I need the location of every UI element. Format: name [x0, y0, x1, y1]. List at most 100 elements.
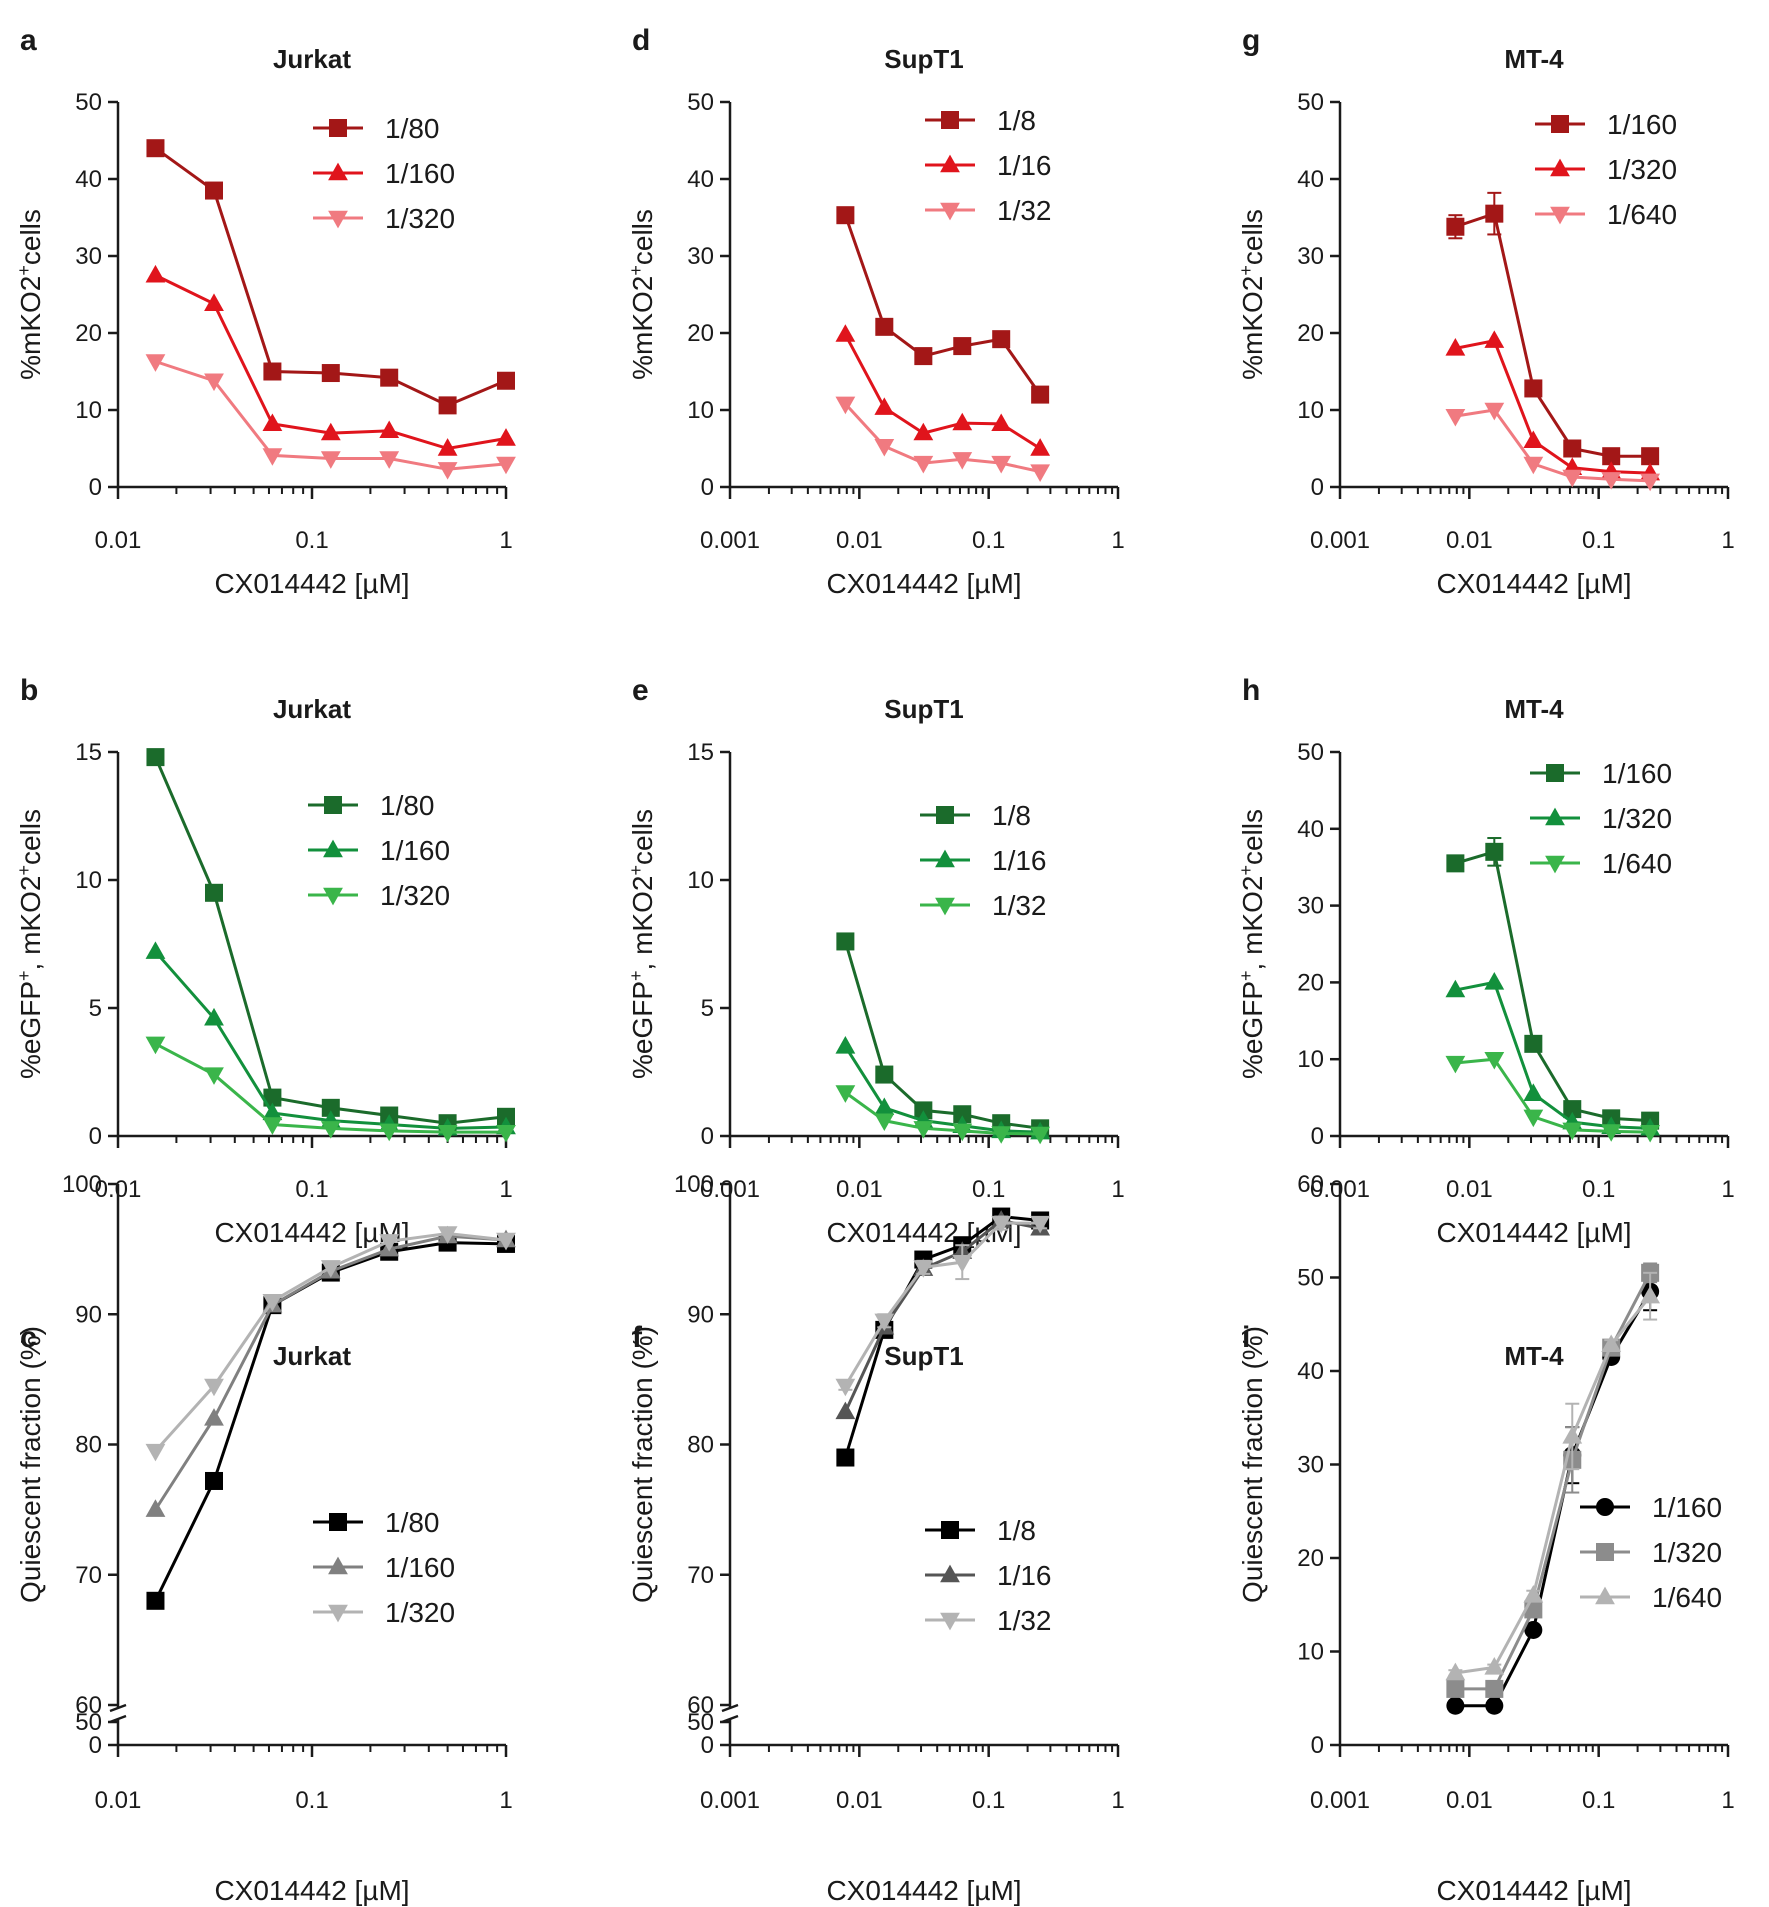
- panel-letter-a: a: [20, 24, 37, 57]
- y-axis-title-part: cells: [1237, 809, 1268, 865]
- data-point: [1030, 1215, 1051, 1234]
- data-point: [874, 397, 895, 415]
- legend-item: 1/160: [313, 1552, 455, 1583]
- data-point: [1485, 1696, 1504, 1715]
- y-axis-title-part: cells: [627, 809, 658, 865]
- data-point: [835, 1085, 856, 1103]
- data-point: [1445, 1662, 1466, 1681]
- y-axis-title-superscript: +: [626, 970, 646, 981]
- data-point: [263, 1088, 282, 1107]
- data-point: [1602, 447, 1621, 466]
- data-point: [835, 1401, 856, 1420]
- axis-break-mark: [721, 1703, 739, 1713]
- panel-title: MT-4: [1504, 44, 1564, 74]
- data-point: [1601, 1124, 1622, 1142]
- data-point: [205, 1471, 224, 1490]
- legend-label: 1/320: [1602, 803, 1672, 834]
- panel-title: Jurkat: [273, 694, 351, 724]
- data-point: [1030, 464, 1051, 482]
- legend-label: 1/16: [997, 150, 1052, 181]
- legend-marker: [941, 1521, 959, 1539]
- y-axis-title: Quiescent fraction (%): [15, 1326, 46, 1603]
- data-point: [145, 1499, 166, 1517]
- x-tick-label: 0.01: [836, 1787, 883, 1814]
- y-axis-title-superscript: +: [1236, 970, 1256, 981]
- panel-title: MT-4: [1504, 694, 1564, 724]
- data-point: [953, 337, 972, 356]
- data-point: [952, 412, 973, 431]
- x-tick-label: 0.001: [700, 1787, 760, 1814]
- series-1-160: [1446, 1271, 1660, 1715]
- series-1-320: [1445, 972, 1661, 1136]
- x-axis-title: CX014442 [µM]: [1436, 1217, 1631, 1248]
- data-point: [836, 206, 855, 225]
- data-point: [991, 455, 1012, 474]
- data-point: [1484, 1052, 1505, 1070]
- series-line: [1455, 338, 1651, 475]
- data-point: [145, 1036, 166, 1055]
- data-point: [1524, 379, 1543, 398]
- y-axis-title-superscript: +: [14, 865, 34, 876]
- y-axis-title-part: cells: [15, 809, 46, 865]
- panel-letter-h: h: [1242, 674, 1260, 707]
- y-tick-label: 10: [1297, 1046, 1324, 1073]
- legend-label: 1/160: [1602, 758, 1672, 789]
- legend: 1/160 1/320 1/640: [1580, 1492, 1722, 1613]
- y-tick-label: 0: [1311, 1123, 1324, 1150]
- x-tick-label: 0.1: [1582, 1176, 1615, 1203]
- legend-item: 1/160: [1580, 1492, 1722, 1523]
- legend-marker: [940, 1564, 960, 1583]
- y-tick-label: 0: [701, 1123, 714, 1150]
- y-tick-label: 30: [1297, 243, 1324, 270]
- series-line: [1455, 408, 1651, 483]
- x-tick-label: 0.1: [972, 527, 1005, 554]
- data-point: [913, 455, 934, 474]
- data-point: [204, 1408, 224, 1426]
- legend-marker: [1546, 764, 1564, 782]
- legend-label: 1/320: [380, 880, 450, 911]
- x-tick-label: 0.001: [1310, 527, 1370, 554]
- data-point: [914, 347, 933, 366]
- legend-marker: [1596, 1498, 1614, 1516]
- x-tick-label: 1: [1111, 1787, 1124, 1814]
- x-axis-title: CX014442 [µM]: [826, 1217, 1021, 1248]
- x-tick-label: 0.001: [700, 527, 760, 554]
- y-tick-label: 50: [687, 89, 714, 116]
- series-line: [1454, 211, 1651, 458]
- legend: 1/8 1/16 1/32: [920, 800, 1047, 921]
- x-tick-label: 1: [499, 1787, 512, 1814]
- legend-label: 1/160: [380, 835, 450, 866]
- y-tick-label: 10: [1297, 1639, 1324, 1666]
- data-point: [835, 324, 856, 342]
- series-line: [1455, 980, 1651, 1130]
- legend-item: 1/320: [1535, 154, 1677, 185]
- x-tick-label: 0.1: [1582, 527, 1615, 554]
- y-axis-title-part: %eGFP: [627, 981, 658, 1079]
- y-tick-label: 40: [687, 166, 714, 193]
- legend-marker: [328, 1556, 348, 1575]
- legend-label: 1/16: [992, 845, 1047, 876]
- data-point: [146, 1591, 165, 1610]
- data-point: [262, 1102, 283, 1121]
- axis-break-mark: [109, 1703, 127, 1713]
- legend-item: 1/640: [1530, 848, 1672, 879]
- legend-label: 1/640: [1652, 1582, 1722, 1613]
- data-point: [1601, 1334, 1622, 1353]
- data-point: [146, 748, 165, 767]
- y-tick-label: 50: [1297, 1265, 1324, 1292]
- data-point: [437, 1124, 458, 1143]
- y-axis-title: %mKO2+cells: [14, 209, 46, 380]
- data-point: [835, 1036, 856, 1054]
- legend: 1/80 1/160 1/320: [313, 113, 455, 234]
- y-axis-title-superscript: +: [626, 865, 646, 876]
- series-1-32: [835, 396, 1051, 482]
- legend-label: 1/16: [997, 1560, 1052, 1591]
- data-point: [1446, 1679, 1465, 1698]
- series-1-640: [1445, 1271, 1661, 1681]
- data-point: [145, 264, 166, 283]
- series-line: [844, 1218, 1041, 1413]
- y-tick-label: 70: [687, 1562, 714, 1589]
- data-point: [205, 181, 224, 200]
